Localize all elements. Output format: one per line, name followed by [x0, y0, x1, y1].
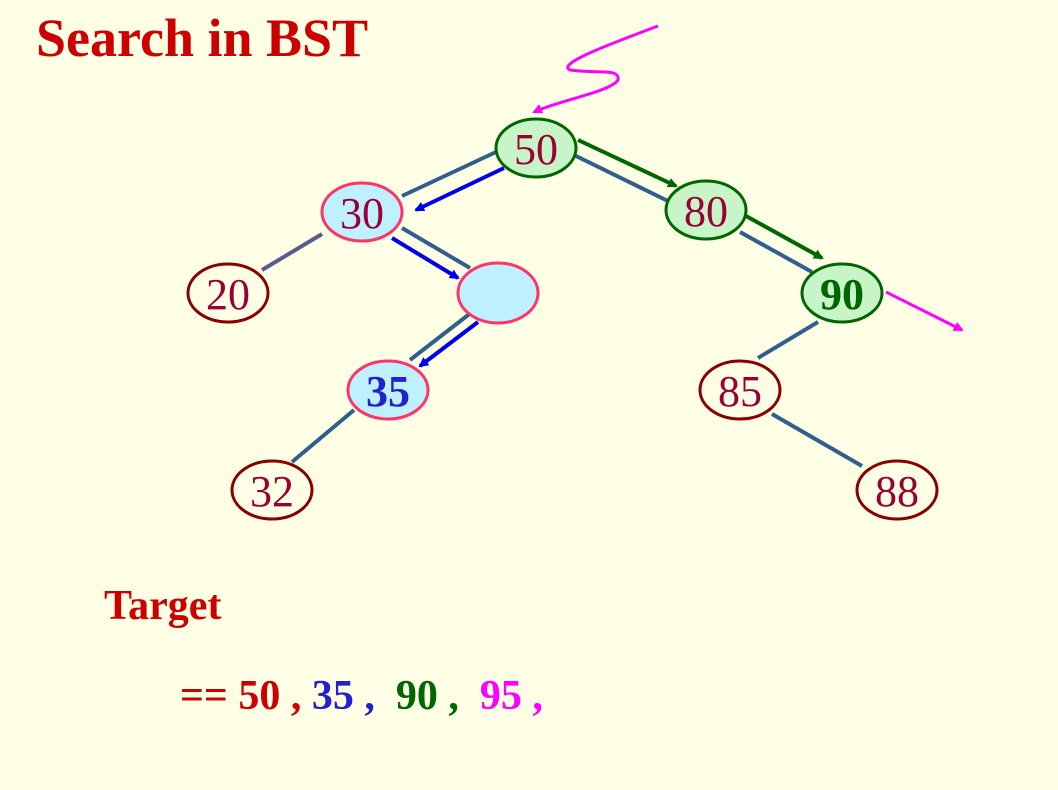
target-separator-2: ,: [364, 673, 375, 719]
node-88-label: 88: [875, 467, 919, 516]
edge-80-90: [739, 230, 813, 274]
edge-50-30: [401, 150, 497, 198]
arrow-80-to-90: [745, 214, 824, 260]
target-separator-3: ,: [448, 673, 459, 719]
search-path-arrows: [390, 24, 964, 368]
node-50: 50: [494, 117, 578, 179]
node-empty: [456, 261, 540, 325]
node-30-label: 30: [340, 189, 384, 238]
tree-edges: [260, 150, 864, 468]
arrow-50-to-30: [414, 166, 505, 212]
arrow-90-to-right: [885, 290, 964, 332]
node-20: 20: [186, 262, 270, 324]
edge-empty-35: [408, 310, 474, 362]
edge-85-88: [770, 412, 864, 468]
node-20-label: 20: [206, 270, 250, 319]
edge-50-80: [573, 153, 673, 205]
arrow-empty-to-35: [418, 320, 480, 368]
arrow-50-to-80: [577, 138, 678, 188]
target-value-50: 50: [238, 673, 281, 719]
node-88: 88: [855, 459, 939, 521]
target-value-35: 35: [311, 673, 354, 719]
node-35-label: 35: [366, 367, 410, 416]
edge-30-empty: [400, 226, 472, 270]
edge-30-20: [260, 232, 324, 272]
node-85: 85: [698, 359, 782, 421]
target-value-90: 90: [395, 673, 438, 719]
target-operator: ==: [180, 673, 228, 719]
target-label: Target: [104, 583, 222, 629]
target-value-95: 95: [479, 673, 522, 719]
edge-90-85: [756, 320, 820, 360]
node-85-label: 85: [718, 367, 762, 416]
node-50-label: 50: [514, 125, 558, 174]
node-80-label: 80: [684, 187, 728, 236]
tree-nodes: 50 30 80 20 90 35 85 3: [186, 117, 939, 521]
arrow-30-to-empty: [390, 236, 460, 280]
node-80: 80: [664, 179, 748, 241]
slide-title: Search in BST: [36, 8, 369, 68]
node-90: 90: [800, 262, 884, 324]
target-values-line: == 50 , 35 , 90 , 95 ,: [180, 672, 543, 720]
node-30: 30: [320, 181, 404, 243]
edge-35-32: [290, 408, 356, 464]
node-90-label: 90: [820, 270, 864, 319]
target-separator-1: ,: [290, 673, 302, 719]
target-separator-4: ,: [532, 673, 543, 719]
node-32-label: 32: [250, 467, 294, 516]
squiggle-start: [532, 24, 659, 114]
node-32: 32: [230, 459, 314, 521]
node-35: 35: [346, 359, 430, 421]
